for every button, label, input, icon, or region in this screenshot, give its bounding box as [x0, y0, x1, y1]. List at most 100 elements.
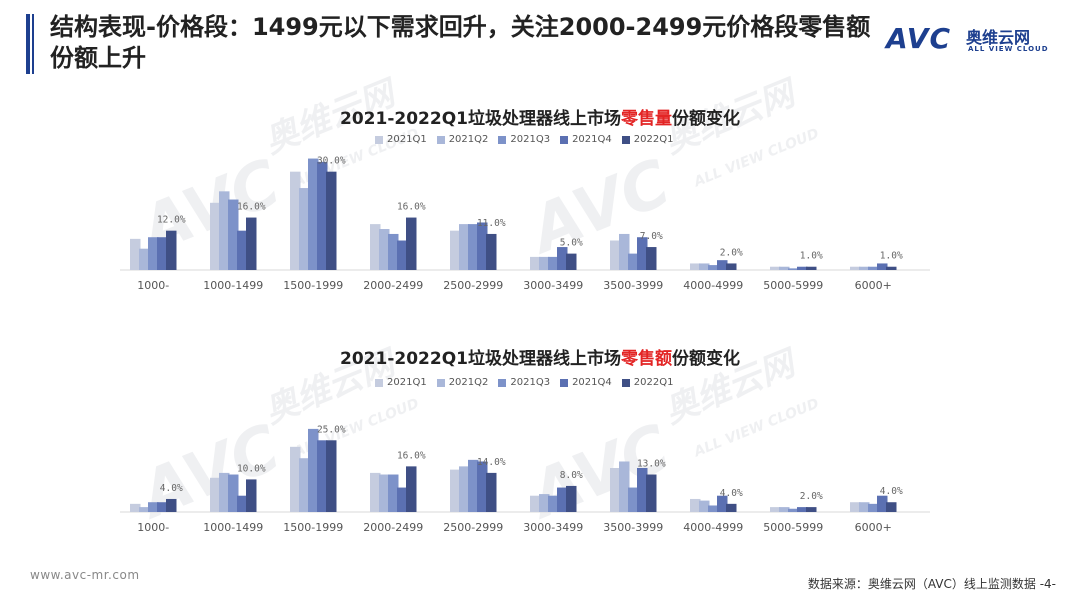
bar [877, 263, 888, 270]
bar [859, 266, 870, 270]
bar [157, 237, 168, 270]
legend-swatch [436, 378, 445, 387]
bar [557, 247, 568, 270]
data-label: 4.0% [880, 486, 903, 497]
bar [388, 233, 399, 270]
bar [566, 485, 577, 512]
data-label: 1.0% [800, 251, 823, 262]
chart-title-prefix: 2021-2022Q1垃圾处理器线上市场 [340, 349, 621, 369]
legend-item: 2021Q4 [560, 134, 612, 145]
avc-logo: AVC 奥维云网 ALL VIEW CLOUD [886, 22, 1066, 62]
bar [406, 217, 417, 270]
bar [219, 472, 230, 512]
x-tick-label: 2000-2499 [363, 279, 423, 292]
chart-title: 2021-2022Q1垃圾处理器线上市场零售额份额变化 [0, 344, 1080, 369]
bar [379, 229, 390, 270]
bar [770, 266, 781, 270]
bar [886, 502, 897, 512]
bar [806, 507, 817, 512]
legend-label: 2022Q1 [633, 377, 674, 388]
data-label: 30.0% [317, 156, 346, 167]
bar [388, 474, 399, 512]
legend-label: 2022Q1 [633, 134, 674, 145]
bar [459, 224, 470, 270]
logo-en-text: ALL VIEW CLOUD [968, 45, 1049, 53]
bar [130, 238, 141, 270]
bar [566, 253, 577, 270]
bar [690, 498, 701, 512]
legend-label: 2021Q3 [510, 377, 551, 388]
bar [237, 230, 248, 270]
bar [308, 428, 319, 512]
bar [379, 474, 390, 512]
bar [708, 505, 719, 512]
data-label: 11.0% [477, 218, 506, 229]
bar [299, 458, 310, 512]
title-accent-bar [26, 14, 34, 74]
legend-item: 2022Q1 [621, 377, 674, 388]
data-label: 5.0% [560, 238, 583, 249]
bar [859, 502, 870, 512]
x-tick-label: 6000+ [855, 279, 892, 292]
bar [139, 507, 150, 512]
bar [850, 266, 861, 270]
bar [210, 477, 221, 512]
legend-swatch [375, 378, 383, 387]
chart-retail-value-share: 2021-2022Q1垃圾处理器线上市场零售额份额变化 2021Q1 2021Q2… [0, 340, 1080, 580]
chart-title-prefix: 2021-2022Q1垃圾处理器线上市场 [340, 109, 621, 129]
legend-item: 2021Q1 [375, 134, 427, 145]
bar [628, 487, 639, 512]
bar [726, 263, 737, 270]
bar [690, 263, 701, 270]
data-label: 16.0% [237, 202, 266, 213]
bar [539, 494, 550, 512]
data-label: 13.0% [637, 459, 666, 470]
bar [228, 474, 239, 512]
bar [868, 266, 879, 270]
data-label: 16.0% [397, 450, 426, 461]
bar [228, 199, 239, 270]
bar [468, 224, 479, 270]
legend-swatch [560, 378, 569, 387]
bar [548, 256, 559, 270]
bar [610, 240, 621, 270]
bar [726, 503, 737, 512]
bar [770, 507, 781, 512]
bar [699, 500, 710, 512]
bar [290, 171, 301, 270]
x-tick-label: 1000- [137, 521, 169, 534]
bar [548, 495, 559, 512]
bar [779, 507, 790, 512]
bar [246, 217, 257, 270]
legend-label: 2021Q4 [572, 134, 612, 145]
chart-legend: 2021Q1 2021Q2 2021Q3 2021Q4 2022Q1 [375, 134, 673, 145]
bar [717, 495, 728, 512]
data-label: 12.0% [157, 215, 186, 226]
bar [708, 265, 719, 270]
bar [797, 266, 808, 270]
data-label: 16.0% [397, 202, 426, 213]
bar [477, 222, 488, 270]
legend-label: 2021Q1 [387, 134, 427, 145]
bar [326, 440, 337, 512]
bar [317, 161, 328, 270]
bar [370, 224, 381, 270]
bar [637, 468, 648, 512]
bar [637, 237, 648, 270]
bar [166, 498, 177, 512]
legend-label: 2021Q4 [572, 377, 612, 388]
footer-url[interactable]: www.avc-mr.com [30, 568, 140, 582]
bar [450, 230, 461, 270]
legend-swatch [375, 135, 383, 144]
x-tick-label: 3500-3999 [603, 279, 663, 292]
data-label: 4.0% [720, 488, 743, 499]
legend-item: 2021Q3 [498, 377, 550, 388]
bar [610, 468, 621, 512]
bar [317, 440, 328, 512]
page-title: 结构表现-价格段：1499元以下需求回升，关注2000-2499元价格段零售额份… [50, 13, 871, 72]
legend-swatch [621, 135, 630, 144]
bar [219, 191, 230, 270]
bar [308, 158, 319, 270]
data-label: 4.0% [160, 483, 183, 494]
x-tick-label: 1000-1499 [203, 279, 263, 292]
